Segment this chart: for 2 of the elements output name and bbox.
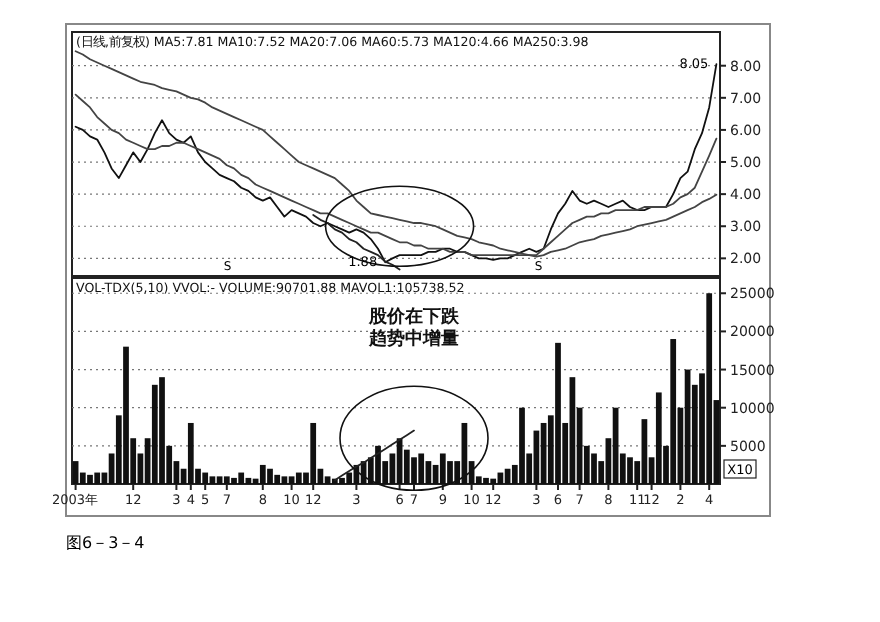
- caption: 图6－3－4: [66, 534, 145, 552]
- annotation: 股价在下跌趋势中增量: [367, 306, 461, 350]
